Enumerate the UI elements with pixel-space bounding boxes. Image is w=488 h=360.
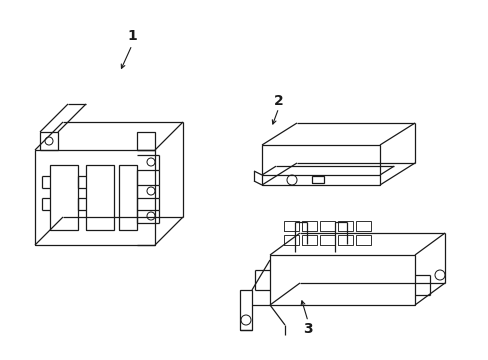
Text: 2: 2 [273, 94, 283, 108]
Text: 1: 1 [127, 29, 137, 43]
Text: 3: 3 [303, 323, 312, 336]
